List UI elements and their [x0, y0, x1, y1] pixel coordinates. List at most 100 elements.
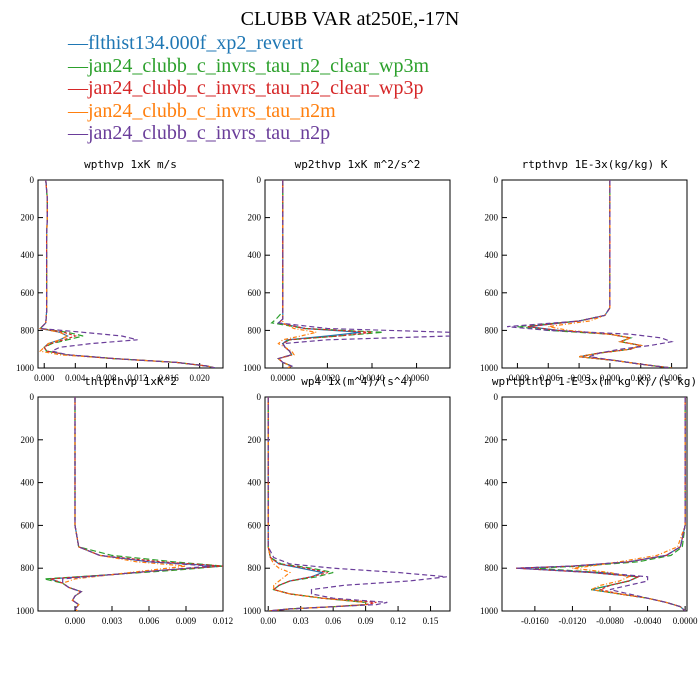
series-line — [516, 397, 686, 611]
y-tick-label: 400 — [21, 478, 35, 488]
legend-swatch: — — [68, 122, 88, 144]
plot-frame — [37, 179, 224, 369]
x-tick-label: 0.012 — [213, 616, 233, 626]
x-tick-label: 0.000 — [600, 373, 621, 383]
panel-title: thlpthvp 1xK^2 — [84, 375, 177, 388]
panel-title: rtpthvp 1E-3x(kg/kg) K — [522, 158, 668, 171]
panel-title: wp2thvp 1xK m^2/s^2 — [295, 158, 421, 171]
y-tick-label: 600 — [21, 520, 35, 530]
x-tick-label: 0.0000 — [270, 373, 295, 383]
y-tick-label: 200 — [485, 213, 499, 223]
legend-item: —jan24_clubb_c_invrs_tau_n2_clear_wp3m — [68, 55, 429, 78]
x-tick-label: 0.016 — [158, 373, 179, 383]
x-tick-label: 0.06 — [325, 616, 341, 626]
x-tick-label: 0.000 — [34, 373, 55, 383]
series-line — [267, 397, 367, 611]
x-tick-label: 0.006 — [139, 616, 160, 626]
panel-title: wp4 1x(m^4)/(s^4) — [301, 375, 414, 388]
y-tick-label: 400 — [248, 478, 262, 488]
x-tick-label: -0.006 — [537, 373, 561, 383]
series-line — [277, 180, 317, 368]
series-line — [572, 397, 686, 611]
series-line — [277, 180, 373, 368]
series-line — [38, 180, 216, 368]
series-line — [267, 397, 447, 611]
y-tick-label: 800 — [21, 325, 35, 335]
x-tick-label: 0.0060 — [404, 373, 429, 383]
x-tick-label: 0.020 — [190, 373, 211, 383]
x-tick-label: 0.000 — [65, 616, 86, 626]
series-line — [527, 180, 672, 368]
x-tick-label: 0.0000 — [673, 616, 698, 626]
legend-label: jan24_clubb_c_invrs_tau_n2p — [88, 122, 331, 144]
y-tick-label: 400 — [485, 478, 499, 488]
x-tick-label: 0.00 — [260, 616, 276, 626]
panel-title: wprtpthlp 1-E-3x(m kg K)/(s kg) — [492, 375, 697, 388]
y-tick-label: 800 — [485, 563, 499, 573]
series-line — [516, 397, 686, 611]
series-line — [527, 180, 672, 368]
y-tick-label: 1000 — [480, 363, 499, 373]
series-line — [276, 180, 450, 368]
x-tick-label: 0.004 — [65, 373, 86, 383]
y-tick-label: 200 — [248, 435, 262, 445]
x-tick-label: -0.003 — [567, 373, 591, 383]
legend-label: flthist134.000f_xp2_revert — [88, 32, 303, 54]
series-line — [267, 397, 377, 611]
y-tick-label: 800 — [248, 563, 262, 573]
plot-frame — [37, 396, 224, 612]
y-tick-label: 200 — [485, 435, 499, 445]
y-tick-label: 600 — [248, 520, 262, 530]
x-tick-label: 0.09 — [358, 616, 374, 626]
x-tick-label: 0.009 — [176, 616, 197, 626]
y-tick-label: 800 — [248, 325, 262, 335]
series-line — [61, 397, 187, 611]
y-tick-label: 400 — [21, 250, 35, 260]
x-tick-label: 0.012 — [127, 373, 147, 383]
y-tick-label: 0 — [30, 175, 35, 185]
x-tick-label: -0.009 — [506, 373, 530, 383]
y-tick-label: 200 — [21, 435, 35, 445]
y-tick-label: 400 — [485, 250, 499, 260]
legend-label: jan24_clubb_c_invrs_tau_n2_clear_wp3m — [88, 54, 430, 77]
legend-label: jan24_clubb_c_invrs_tau_n2_clear_wp3p — [88, 77, 424, 99]
plot-frame — [501, 179, 688, 369]
y-tick-label: 0 — [30, 392, 35, 402]
y-tick-label: 1000 — [243, 363, 262, 373]
y-tick-label: 1000 — [480, 606, 499, 616]
legend-swatch: — — [68, 32, 88, 54]
x-tick-label: -0.0040 — [634, 616, 662, 626]
y-tick-label: 0 — [257, 392, 262, 402]
series-line — [507, 180, 674, 368]
panel-title: wpthvp 1xK m/s — [84, 158, 177, 171]
x-tick-label: -0.0120 — [559, 616, 587, 626]
y-tick-label: 600 — [21, 288, 35, 298]
x-tick-label: -0.0160 — [521, 616, 549, 626]
x-tick-label: 0.0020 — [315, 373, 340, 383]
y-tick-label: 1000 — [243, 606, 262, 616]
legend-swatch: — — [68, 54, 88, 77]
plot-frame — [264, 396, 451, 612]
x-tick-label: -0.0080 — [596, 616, 624, 626]
x-tick-label: 0.12 — [390, 616, 406, 626]
x-tick-label: 0.008 — [96, 373, 117, 383]
plot-frame — [264, 179, 451, 369]
y-tick-label: 800 — [485, 325, 499, 335]
y-tick-label: 600 — [485, 520, 499, 530]
legend-label: jan24_clubb_c_invrs_tau_n2m — [88, 99, 336, 122]
series-line — [517, 180, 672, 368]
y-tick-label: 600 — [248, 288, 262, 298]
y-tick-label: 0 — [257, 175, 262, 185]
y-tick-label: 1000 — [16, 363, 35, 373]
legend-item: —jan24_clubb_c_invrs_tau_n2m — [68, 100, 429, 123]
y-tick-label: 1000 — [16, 606, 35, 616]
series-line — [548, 180, 672, 368]
chart-title: CLUBB VAR at250E,-17N — [240, 8, 460, 30]
series-line — [534, 397, 686, 611]
x-tick-label: 0.15 — [423, 616, 439, 626]
legend-item: —jan24_clubb_c_invrs_tau_n2p — [68, 122, 429, 145]
y-tick-label: 0 — [494, 392, 499, 402]
plot-frame — [501, 396, 688, 612]
y-tick-label: 200 — [21, 213, 35, 223]
